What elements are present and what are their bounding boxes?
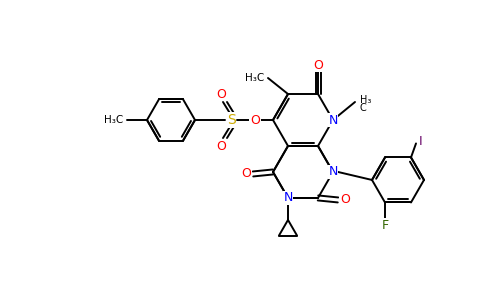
Text: O: O — [340, 194, 350, 206]
Text: H₃C: H₃C — [245, 73, 264, 83]
Text: N: N — [283, 191, 293, 204]
Text: O: O — [216, 88, 226, 100]
Text: N: N — [328, 113, 338, 127]
Text: O: O — [250, 113, 260, 127]
Text: N: N — [328, 166, 338, 178]
Text: F: F — [381, 219, 389, 232]
Text: H₃: H₃ — [360, 95, 371, 105]
Text: I: I — [419, 135, 423, 148]
Text: C: C — [360, 103, 367, 113]
Text: S: S — [227, 113, 235, 127]
Text: O: O — [313, 58, 323, 71]
Text: H₃C: H₃C — [104, 115, 123, 125]
Text: O: O — [241, 167, 251, 181]
Text: O: O — [216, 140, 226, 152]
